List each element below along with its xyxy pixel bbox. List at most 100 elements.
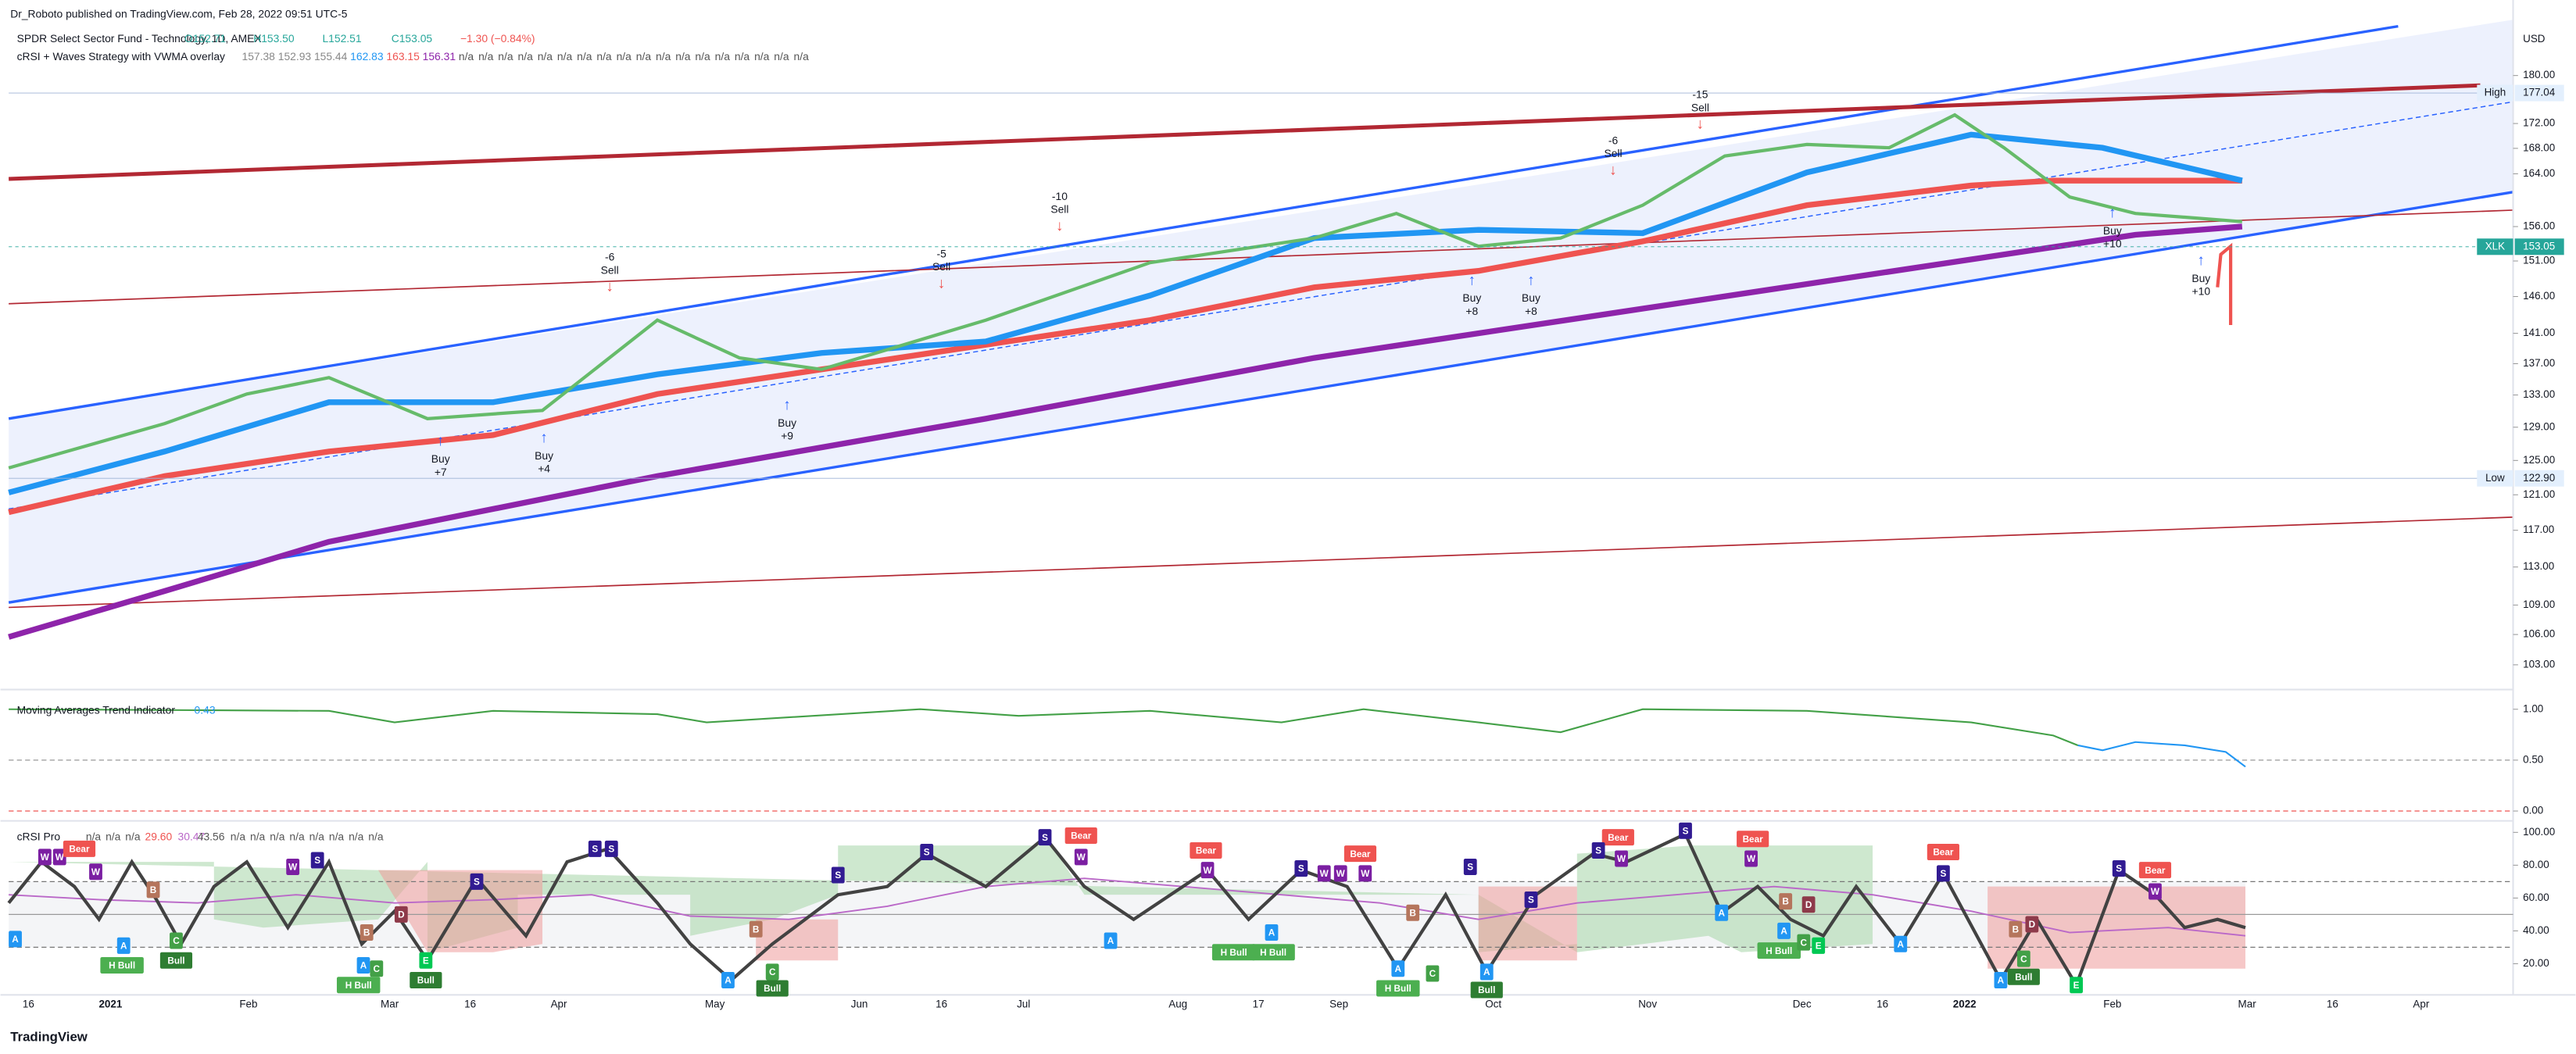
signal-badge — [2138, 862, 2172, 879]
quote-value: H153.50 — [253, 32, 295, 45]
signal-label: B — [1782, 897, 1788, 907]
signal-badge — [1426, 965, 1440, 982]
arrow: ↑ — [2198, 252, 2205, 269]
signal-badge — [1715, 904, 1729, 921]
signal-label: W — [1077, 852, 1086, 863]
crsi-value: n/a — [231, 830, 246, 842]
channel-upper — [8, 24, 2399, 420]
time-label: Apr — [2413, 999, 2429, 1010]
signal-label: S — [592, 845, 598, 855]
footer: TradingView — [10, 1029, 88, 1044]
overlay-value: n/a — [596, 50, 612, 63]
signal-label: Bear — [69, 845, 90, 855]
signal-badge — [360, 924, 374, 941]
channel-fill — [9, 20, 2513, 603]
marker-name: XLK — [2485, 240, 2505, 252]
signal-badge — [1470, 981, 1503, 999]
signal-label: B — [150, 885, 157, 895]
signal-badge — [1038, 829, 1052, 846]
quote-value: L152.51 — [322, 32, 361, 45]
marker-box — [2514, 470, 2564, 487]
signal-label: S — [474, 877, 480, 888]
signal-label: S — [1467, 863, 1473, 873]
signal-badge — [1679, 822, 1692, 839]
signal-label: D — [398, 910, 405, 920]
price-tick-label: 129.00 — [2523, 420, 2555, 432]
signal-badge — [336, 977, 381, 994]
signal-label: A — [120, 941, 127, 951]
crsi-value: n/a — [349, 830, 364, 842]
marker-box — [2477, 84, 2513, 102]
annotation-action: Buy — [778, 416, 796, 429]
overlay-value: n/a — [636, 50, 652, 63]
signal-badge — [1343, 845, 1377, 863]
signal-badge — [146, 881, 160, 899]
signal-badge — [1479, 963, 1494, 981]
time-label: 16 — [464, 999, 476, 1010]
signal-badge — [1779, 893, 1793, 910]
arrow: ↑ — [437, 433, 444, 449]
signal-badge — [63, 840, 96, 857]
signal-badge — [9, 931, 22, 948]
signal-badge — [1737, 831, 1769, 848]
signal-badge — [1358, 865, 1372, 882]
signal-badge — [1744, 850, 1758, 867]
signal-badge — [2112, 860, 2126, 877]
signal-badge — [1074, 849, 1088, 866]
overlay-value: n/a — [478, 50, 494, 63]
annotation-action: Sell — [1050, 203, 1068, 216]
arrow: ↓ — [938, 276, 945, 292]
signal-label: A — [1268, 928, 1275, 938]
signal-badge — [1812, 937, 1826, 954]
time-label: Nov — [1638, 999, 1657, 1010]
signal-badge — [310, 852, 324, 869]
signal-label: Bear — [1608, 833, 1629, 843]
signal-label: S — [835, 870, 841, 881]
time-label: 16 — [1877, 999, 1888, 1010]
signal-label: H Bull — [1260, 948, 1286, 958]
price-tick-label: 180.00 — [2523, 69, 2555, 80]
signal-label: C — [1801, 938, 1808, 948]
quote-value: −1.30 (−0.84%) — [460, 32, 535, 45]
marker-box — [2514, 84, 2564, 102]
annotation-count: -5 — [936, 247, 946, 259]
signal-badge — [588, 840, 602, 857]
crsi-value: 43.56 — [198, 830, 225, 842]
crsi-line — [7, 831, 2246, 989]
symbol: SPDR Select Sector Fund - Technology, 1D… — [17, 32, 262, 45]
signal-label: E — [2073, 981, 2080, 991]
signal-label: W — [55, 852, 65, 863]
signal-badge — [1463, 858, 1477, 875]
marker-box — [2477, 238, 2513, 255]
time-label: Oct — [1485, 999, 1501, 1010]
overlay-value: n/a — [695, 50, 710, 63]
signal-badge — [749, 920, 763, 938]
crsi-tick-label: 60.00 — [2523, 891, 2549, 903]
signal-label: S — [1595, 846, 1601, 856]
signal-label: S — [608, 845, 614, 855]
signal-badge — [2070, 977, 2084, 994]
signal-badge — [1797, 934, 1811, 951]
signal-badge — [1211, 944, 1256, 961]
channel-lower — [8, 191, 2513, 604]
signal-badge — [2148, 883, 2162, 900]
signal-label: A — [1998, 976, 2005, 986]
annotation-action: Buy — [535, 449, 553, 462]
ma-red — [8, 177, 2242, 516]
trend-tick-label: 0.00 — [2523, 805, 2543, 816]
signal-label: H Bull — [1766, 946, 1792, 956]
signal-label: Bull — [2015, 972, 2032, 982]
signal-label: S — [2116, 864, 2122, 874]
signal-badge — [170, 932, 183, 949]
marker-value: 177.04 — [2523, 87, 2556, 98]
overlay-value: n/a — [715, 50, 731, 63]
signal-badge — [410, 971, 442, 988]
panel-title: cRSI Pro — [17, 830, 61, 842]
signal-badge — [831, 866, 845, 884]
ma-blue — [8, 131, 2243, 495]
signal-badge — [1190, 841, 1222, 859]
time-label: 16 — [936, 999, 947, 1010]
overlay-value: n/a — [617, 50, 632, 63]
trend-line-blue — [2077, 741, 2246, 768]
signal-label: B — [753, 924, 760, 934]
